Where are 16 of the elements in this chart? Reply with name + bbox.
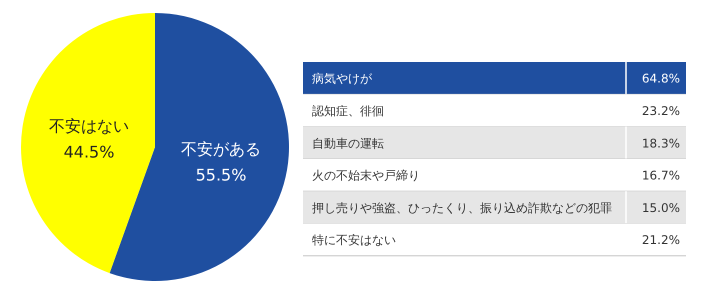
category-label: 火の不始末や戸締り bbox=[312, 168, 420, 183]
text: 18.3% bbox=[642, 136, 680, 150]
category-label: 認知症、徘徊 bbox=[312, 104, 384, 118]
text: 21.2% bbox=[642, 233, 680, 248]
data-label: 44.5% bbox=[64, 142, 114, 162]
text: 16.7% bbox=[642, 168, 680, 183]
data-label: 55.5% bbox=[196, 166, 246, 185]
text: 23.2% bbox=[642, 104, 680, 118]
category-label: 特に不安はない bbox=[312, 233, 396, 248]
slice-label: 不安はない bbox=[49, 116, 129, 136]
category-label: 押し売りや強盗、ひったくり、振り込め詐欺などの犯罪 bbox=[312, 200, 612, 215]
slice-label: 不安がある bbox=[181, 140, 261, 159]
category-label: 病気やけが bbox=[312, 72, 373, 86]
text: 64.8% bbox=[642, 72, 680, 86]
text: 15.0% bbox=[642, 200, 680, 215]
category-label: 自動車の運転 bbox=[312, 136, 384, 150]
